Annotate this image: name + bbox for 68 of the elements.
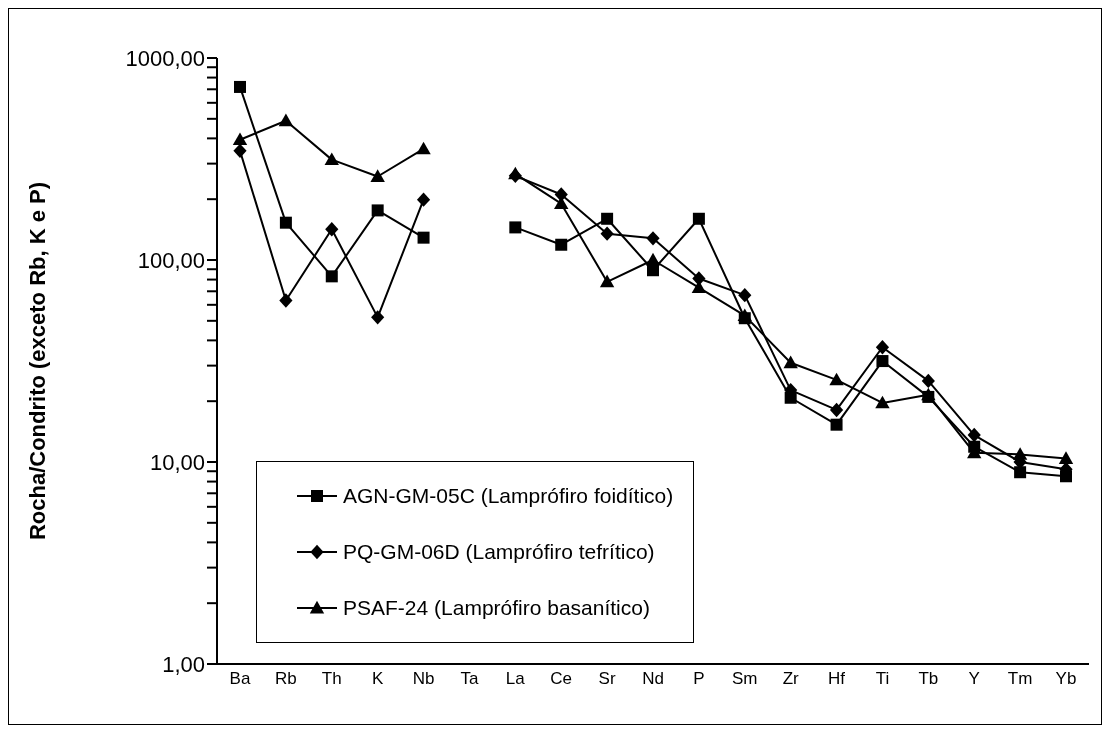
point (417, 231, 430, 244)
x-tick-label: Rb (275, 669, 297, 689)
x-tick-label: La (505, 669, 526, 689)
point (830, 418, 843, 431)
x-tick-label: K (371, 669, 384, 689)
y-tick-label: 1000,00 (125, 45, 205, 71)
x-tick-label: Tm (1007, 669, 1033, 689)
point (967, 427, 981, 443)
point (416, 141, 431, 155)
x-tick-label: Ta (460, 669, 479, 689)
legend-label: PSAF-24 (Lamprófiro basanítico) (343, 596, 650, 620)
point (599, 274, 615, 288)
point (738, 287, 752, 303)
x-tick-label: Sm (732, 669, 758, 689)
point (921, 373, 935, 389)
point (692, 271, 706, 286)
point (325, 222, 339, 237)
point (371, 204, 384, 217)
y-tick-label: 100,00 (137, 247, 205, 273)
x-tick-label: Th (321, 669, 342, 689)
x-tick-label: Sr (598, 669, 616, 689)
point (601, 212, 614, 225)
point (324, 152, 339, 166)
point (646, 231, 660, 246)
legend-label: PQ-GM-06D (Lamprófiro tefrítico) (343, 540, 655, 564)
point (233, 143, 247, 159)
point (509, 221, 522, 234)
point (278, 113, 294, 127)
point (232, 132, 248, 146)
point (692, 212, 705, 225)
x-tick-label: Ba (229, 669, 251, 689)
y-axis-title: Rocha/Condrito (exceto Rb, K e P) (24, 181, 50, 541)
point (279, 216, 292, 229)
point (645, 252, 661, 266)
point (647, 264, 659, 277)
point (829, 402, 844, 418)
x-tick-label: Nd (642, 669, 664, 689)
point (234, 80, 246, 93)
y-tick-label: 1,00 (162, 651, 205, 677)
x-tick-label: Hf (828, 669, 846, 689)
point (783, 355, 798, 369)
point (370, 169, 385, 182)
point (737, 308, 752, 322)
point (829, 372, 844, 386)
point (555, 238, 568, 251)
legend-label: AGN-GM-05C (Lamprófiro foidítico) (343, 484, 674, 508)
x-tick-label: Yb (1055, 669, 1077, 689)
point (875, 395, 890, 409)
point (554, 187, 568, 202)
point (876, 355, 889, 368)
point (875, 340, 890, 355)
point (325, 270, 338, 283)
point (600, 226, 614, 241)
x-tick-label: Ti (875, 669, 890, 689)
x-tick-label: Tb (918, 669, 939, 689)
point (279, 293, 293, 308)
y-tick-label: 10,00 (149, 449, 205, 475)
point (371, 310, 385, 325)
x-tick-label: Nb (412, 669, 435, 689)
point (1014, 466, 1027, 479)
x-tick-label: Ce (550, 669, 573, 689)
point (1012, 447, 1028, 460)
point (1058, 451, 1074, 464)
x-tick-label: Y (968, 669, 980, 689)
x-tick-label: P (693, 669, 705, 689)
x-tick-label: Zr (782, 669, 800, 689)
point (508, 166, 523, 180)
point (416, 192, 431, 207)
